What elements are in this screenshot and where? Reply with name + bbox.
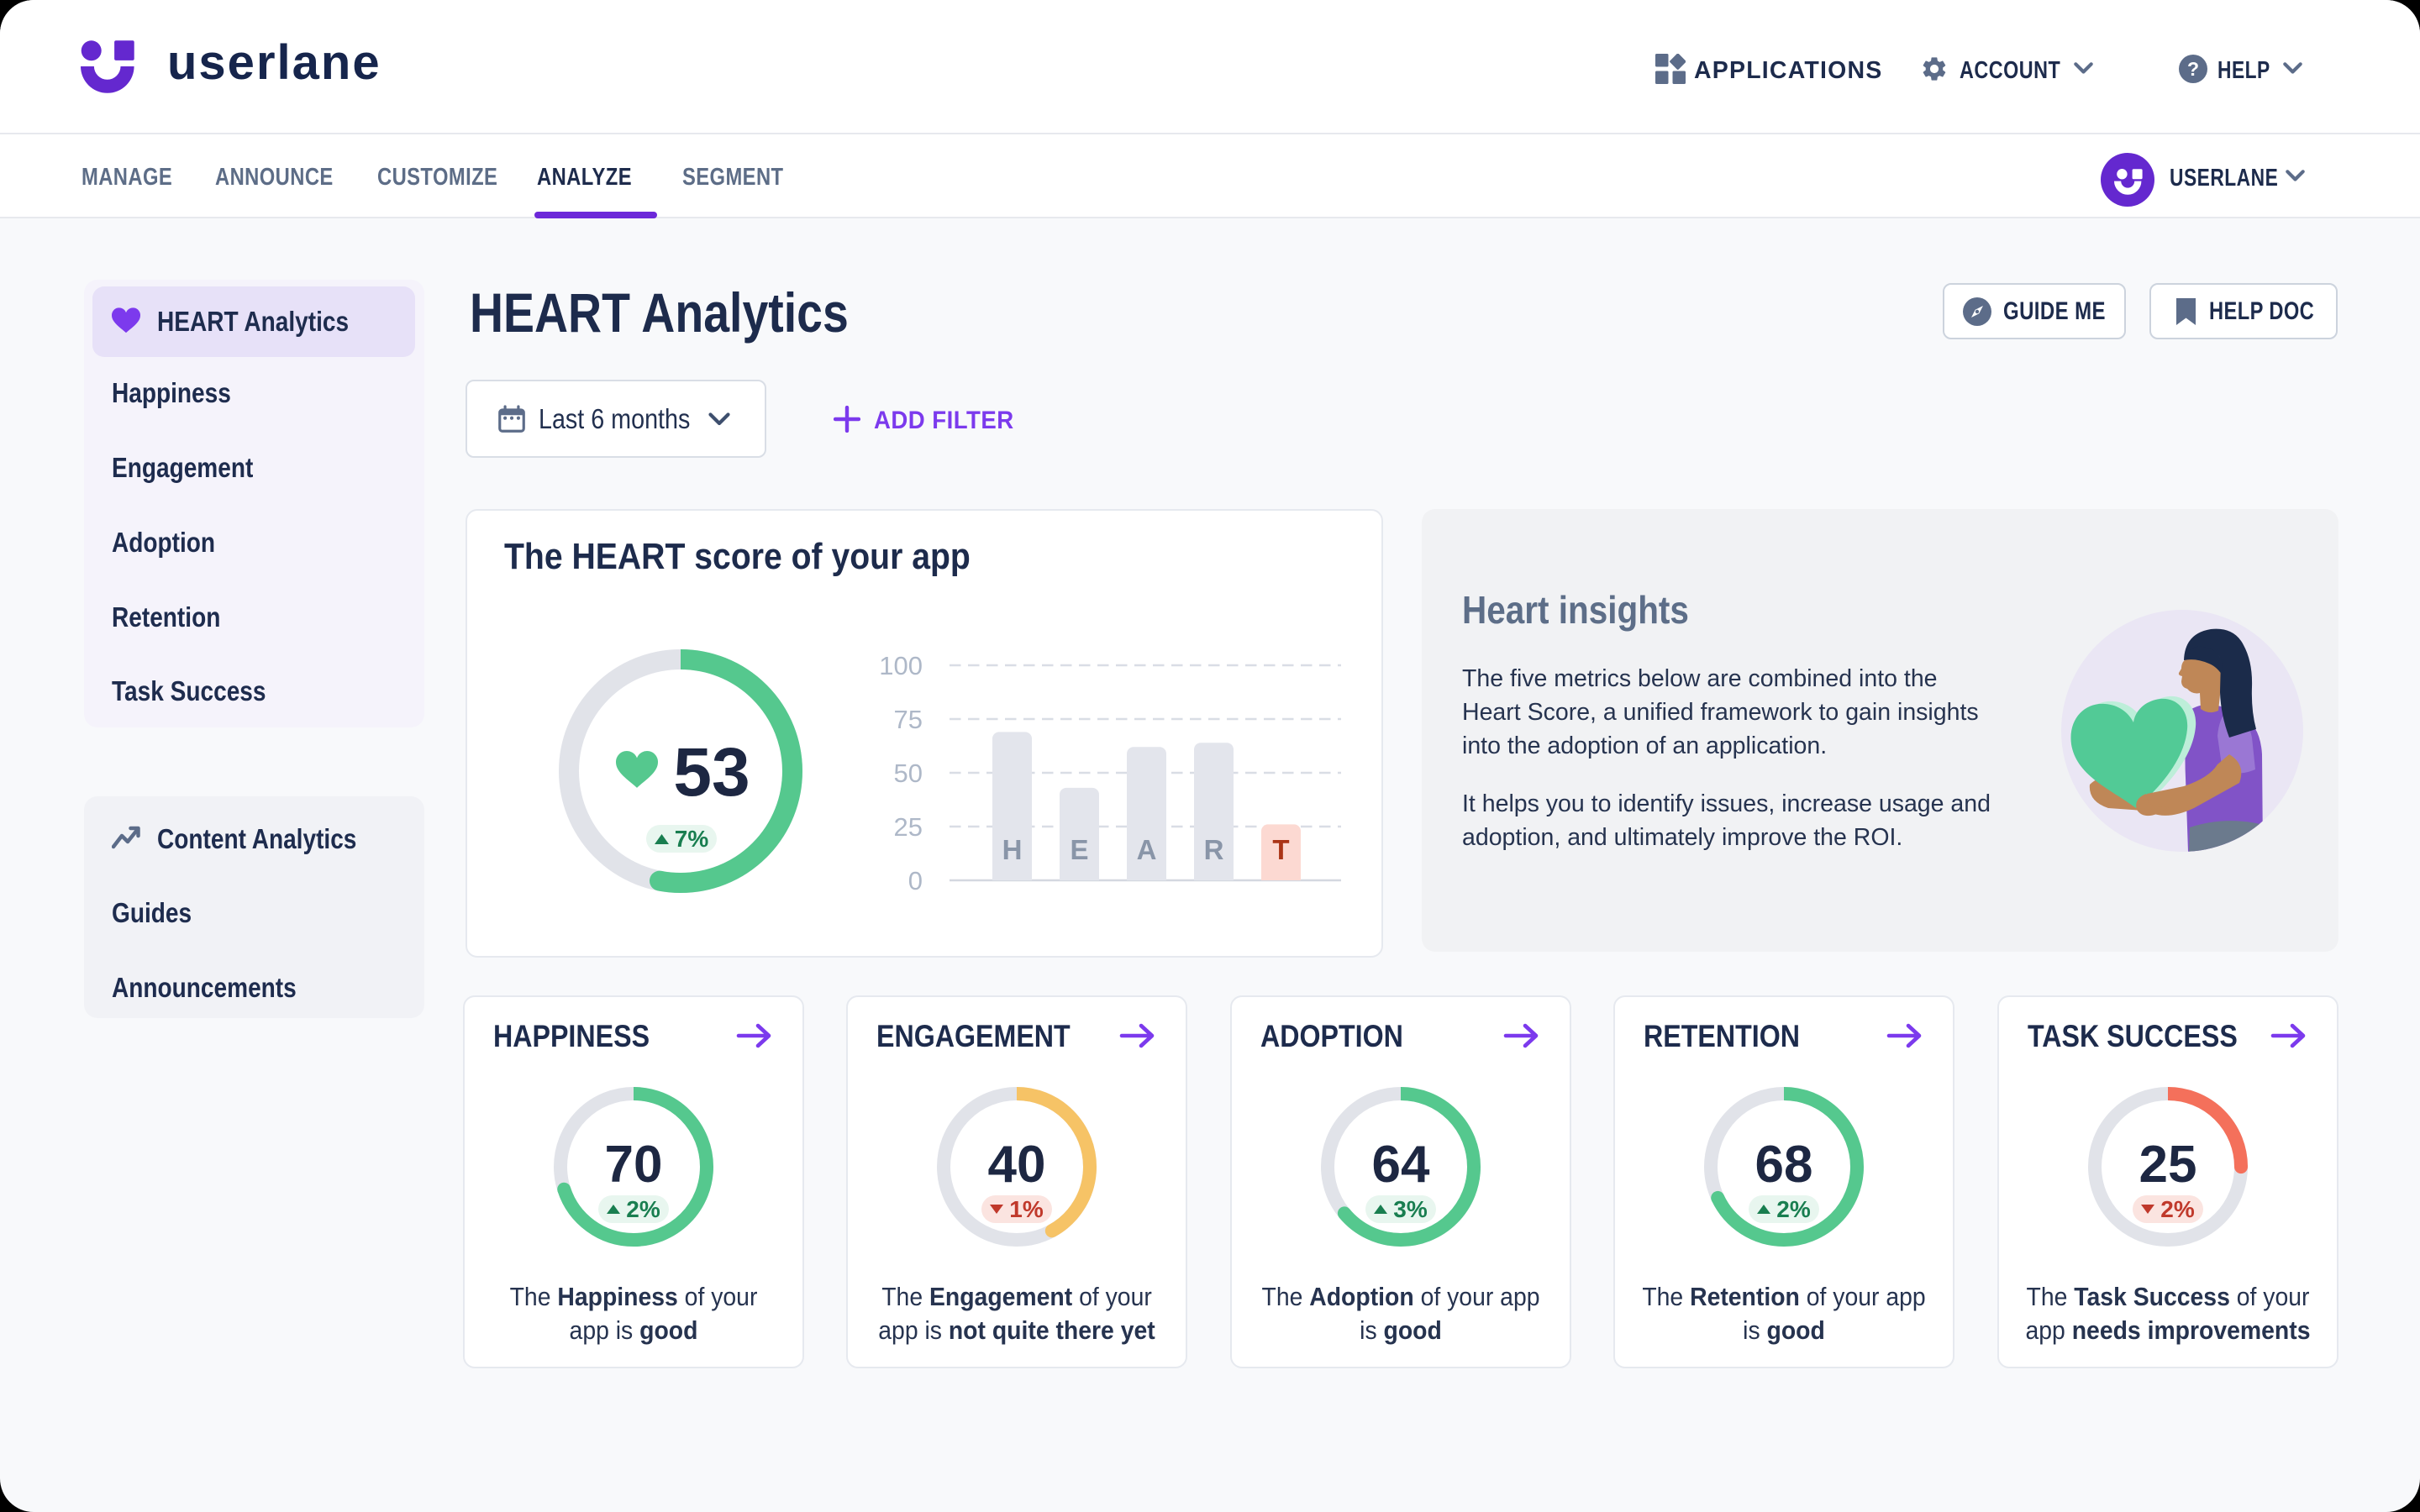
svg-text:?: ? — [2187, 58, 2199, 80]
svg-text:E: E — [1070, 834, 1088, 865]
svg-text:R: R — [1204, 834, 1224, 865]
svg-text:T: T — [1272, 834, 1289, 865]
svg-text:A: A — [1137, 834, 1157, 865]
svg-text:H: H — [1002, 834, 1023, 865]
